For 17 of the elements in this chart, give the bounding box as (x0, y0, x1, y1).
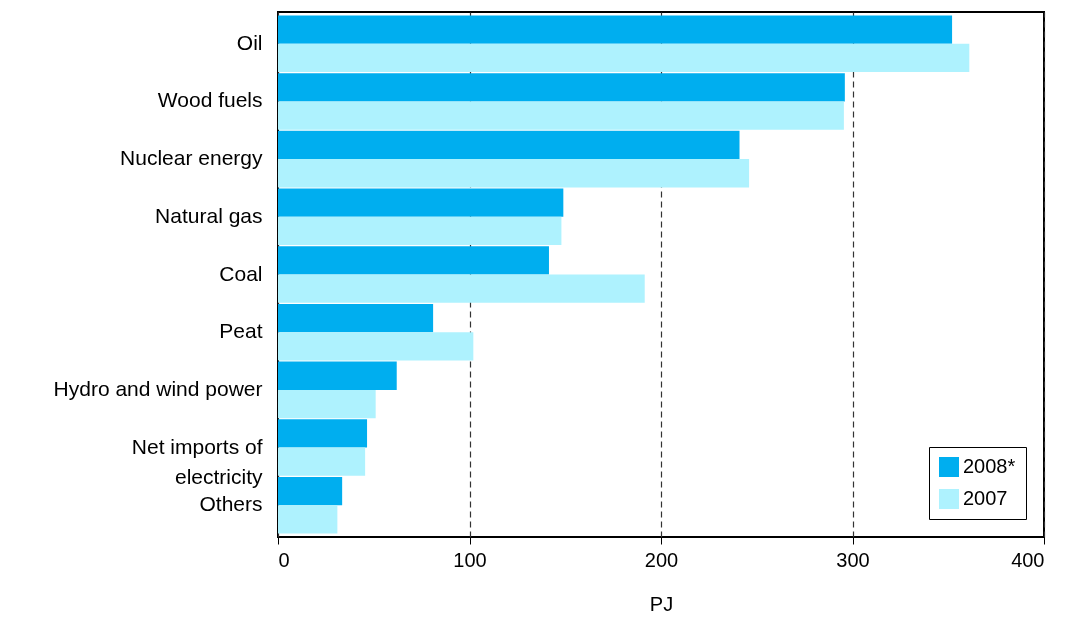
x-axis-title: PJ (649, 592, 674, 615)
x-tick-label: 100 (453, 548, 487, 571)
x-tick-label: 400 (1011, 548, 1045, 571)
y-tick-label: Peat (219, 319, 263, 343)
y-tick-label: Oil (236, 30, 263, 54)
y-tick-label: Coal (219, 261, 263, 285)
legend-label: 2007 (963, 487, 1008, 509)
y-tick-label: Others (199, 492, 263, 516)
x-tick-label: 0 (278, 548, 290, 571)
y-tick-label: Nuclear energy (120, 146, 263, 170)
y-tick-label: Net imports of electricity (131, 434, 263, 488)
y-tick-label: Wood fuels (157, 88, 263, 112)
x-tick-label: 200 (644, 548, 679, 571)
y-tick-label: Natural gas (155, 203, 263, 227)
y-tick-label: Hydro and wind power (53, 376, 263, 400)
x-tick-label: 300 (836, 548, 870, 571)
legend-label: 2008* (963, 455, 1016, 477)
